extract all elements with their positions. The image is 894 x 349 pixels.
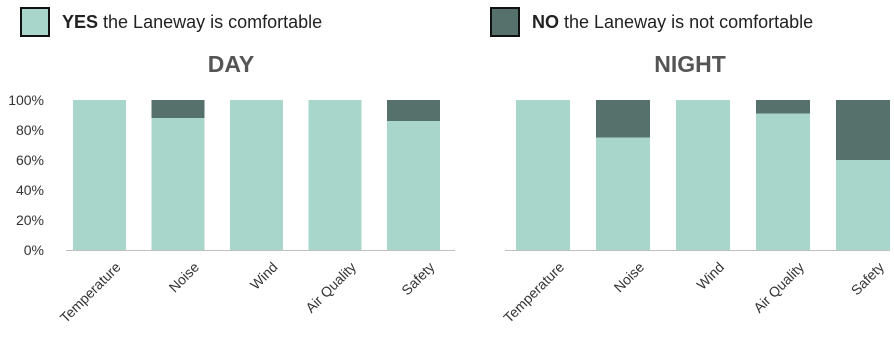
night-bar-yes <box>756 113 810 250</box>
legend-label-yes-text: the Laneway is comfortable <box>98 11 323 32</box>
legend-swatch-no <box>490 7 520 37</box>
legend-label-no-strong: NO <box>532 11 559 32</box>
day-bar-yes <box>73 100 126 250</box>
y-tick-label: 20% <box>16 212 44 228</box>
x-tick-label: Safety <box>848 259 887 298</box>
day-bar-yes <box>308 100 362 250</box>
night-chart-title: NIGHT <box>654 51 726 77</box>
day-bar-yes <box>151 118 205 250</box>
night-bar-no <box>836 100 890 160</box>
night-bar-no <box>756 100 810 114</box>
day-bar-yes <box>230 100 283 250</box>
legend-swatch-yes <box>20 7 50 37</box>
day-chart-title: DAY <box>208 51 254 77</box>
x-tick-label: Wind <box>247 259 281 293</box>
night-bar-yes <box>836 160 890 250</box>
x-tick-label: Temperature <box>500 259 567 326</box>
legend-label-yes-strong: YES <box>62 11 99 32</box>
y-tick-label: 60% <box>16 152 44 168</box>
night-bar-yes <box>516 100 570 250</box>
x-tick-label: Air Quality <box>302 259 359 316</box>
legend-item-no: NO the Laneway is not comfortable <box>490 4 813 40</box>
day-bar-no <box>387 100 440 121</box>
x-tick-label: Noise <box>610 259 647 296</box>
y-tick-label: 0% <box>24 242 44 258</box>
y-tick-label: 100% <box>8 92 44 108</box>
x-tick-label: Noise <box>165 259 202 296</box>
x-tick-label: Air Quality <box>750 259 807 316</box>
legend-label-yes: YES the Laneway is comfortable <box>62 12 322 33</box>
legend-label-no: NO the Laneway is not comfortable <box>532 12 813 33</box>
legend-label-no-text: the Laneway is not comfortable <box>559 11 814 32</box>
night-bar-yes <box>596 137 650 250</box>
night-bar-no <box>596 100 650 138</box>
y-tick-label: 40% <box>16 182 44 198</box>
night-bar-yes <box>676 100 730 250</box>
x-tick-label: Wind <box>693 259 727 293</box>
legend-item-yes: YES the Laneway is comfortable <box>20 4 322 40</box>
y-tick-label: 80% <box>16 122 44 138</box>
x-tick-label: Safety <box>398 259 437 298</box>
day-bar-yes <box>387 121 440 250</box>
x-tick-label: Temperature <box>57 259 124 326</box>
day-bar-no <box>151 100 205 118</box>
